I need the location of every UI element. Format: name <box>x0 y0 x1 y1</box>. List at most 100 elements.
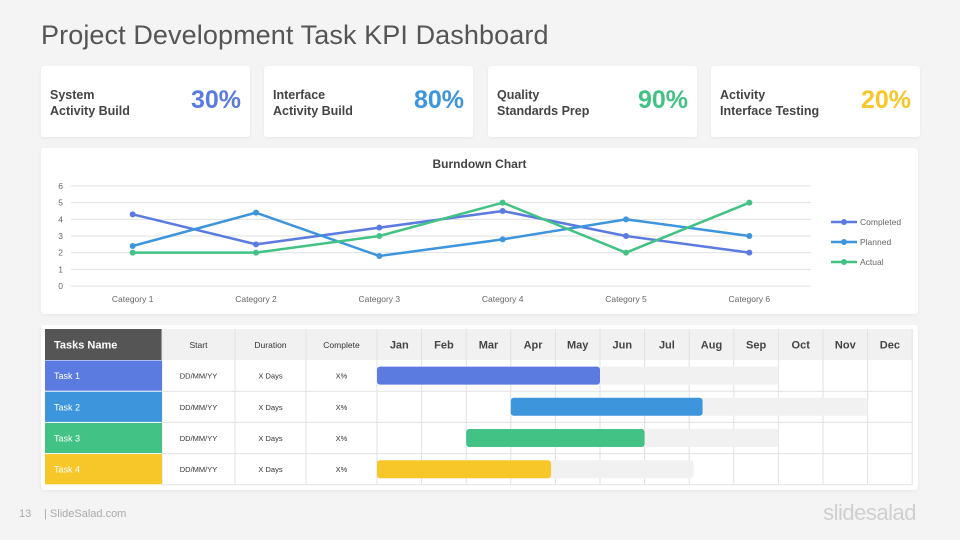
data-point-planned <box>623 216 629 223</box>
y-tick-label: 4 <box>58 214 63 224</box>
month-header: Dec <box>880 340 900 352</box>
task-start: DD/MM/YY <box>180 434 218 443</box>
data-point-planned <box>499 236 506 243</box>
x-tick-label: Category 2 <box>235 294 277 304</box>
kpi-value: 30% <box>190 86 241 114</box>
series-line-actual <box>132 201 750 254</box>
task-name-cell <box>45 360 162 391</box>
task-name-header-cell <box>45 329 162 360</box>
kpi-label-line2: Interface Testing <box>720 104 820 118</box>
task-name: Task 3 <box>54 434 80 444</box>
complete-header: Complete <box>323 340 360 350</box>
task-complete: X% <box>336 434 348 443</box>
kpi-label-line1: Interface <box>273 88 326 102</box>
burndown-chart: 0 1 2 3 4 5 6 Category 1 Category 2 Category 3 Cat… <box>58 181 901 304</box>
kpi-value: 90% <box>637 86 688 114</box>
start-header: Start <box>190 340 209 350</box>
kpi-label-line2: Activity Build <box>273 104 353 118</box>
kpi-label-line2: Activity Build <box>50 104 130 118</box>
task-complete: X% <box>336 372 348 381</box>
y-tick-label: 5 <box>58 198 63 208</box>
kpi-value: 20% <box>860 86 911 114</box>
data-point-planned <box>129 243 136 249</box>
gantt-panel: Tasks Name Start Duration Complete Jan Feb Mar… <box>41 325 918 490</box>
burndown-chart-panel: Burndown Chart 0 1 2 3 4 5 6 Category 1 Category… <box>41 148 918 314</box>
kpi-value: 80% <box>413 86 464 114</box>
month-header: May <box>567 340 589 352</box>
y-tick-label: 0 <box>58 281 63 291</box>
gantt-progress-bar <box>510 397 703 416</box>
y-tick-label: 2 <box>58 248 63 258</box>
duration-header: Duration <box>254 340 286 350</box>
data-point-planned <box>746 233 753 239</box>
data-point-actual <box>746 199 753 206</box>
page-number: 13 <box>19 508 32 520</box>
x-tick-label: Category 4 <box>482 294 524 304</box>
x-tick-label: Category 6 <box>729 294 771 304</box>
month-header: Sep <box>746 340 766 352</box>
brand-logo: slidesalad <box>823 500 916 525</box>
task-start: DD/MM/YY <box>180 403 218 412</box>
month-header: Feb <box>434 340 454 352</box>
data-point-actual <box>499 199 506 206</box>
legend-swatch-marker <box>841 239 847 245</box>
task-name: Task 2 <box>54 402 80 412</box>
data-point-completed <box>746 249 753 256</box>
y-tick-label: 1 <box>58 264 63 274</box>
month-header: Apr <box>524 340 544 352</box>
kpi-label-line2: Standards Prep <box>497 104 590 118</box>
legend-label: Actual <box>860 257 884 267</box>
legend-swatch-marker <box>841 259 847 265</box>
data-point-actual <box>623 249 629 256</box>
gantt-progress-bar <box>377 366 600 385</box>
y-tick-label: 6 <box>58 181 63 191</box>
task-name: Task 1 <box>54 371 80 381</box>
data-point-planned <box>253 209 259 216</box>
task-duration: X Days <box>258 434 282 443</box>
page-title: Project Development Task KPI Dashboard <box>41 20 549 50</box>
data-point-planned <box>376 253 383 259</box>
month-header: Jul <box>659 340 675 352</box>
footer-site-link[interactable]: | SlideSalad.com <box>44 508 127 520</box>
task-complete: X% <box>336 403 348 412</box>
task-duration: X Days <box>258 403 282 412</box>
y-tick-label: 3 <box>58 231 63 241</box>
task-duration: X Days <box>258 372 282 381</box>
kpi-card-system-activity-build: System Activity Build 30% <box>41 66 250 137</box>
header-row-bg <box>162 329 913 360</box>
month-header: Jan <box>390 340 409 352</box>
x-tick-label: Category 1 <box>112 294 154 304</box>
month-header: Jun <box>613 340 633 352</box>
x-tick-label: Category 5 <box>605 294 647 304</box>
data-point-completed <box>499 208 506 214</box>
kpi-label-line1: Quality <box>497 88 540 102</box>
task-name: Task 4 <box>54 465 80 475</box>
gantt-chart: Tasks Name Start Duration Complete Jan Feb Mar… <box>45 329 913 486</box>
task-start: DD/MM/YY <box>180 465 218 474</box>
data-point-completed <box>129 211 136 218</box>
month-header: Nov <box>835 340 857 352</box>
task-start: DD/MM/YY <box>180 372 218 381</box>
data-point-completed <box>253 241 259 248</box>
gantt-progress-bar <box>466 429 645 447</box>
kpi-card-activity-interface-testing: Activity Interface Testing 20% <box>711 66 920 137</box>
data-point-completed <box>623 233 629 239</box>
data-point-actual <box>253 249 259 256</box>
kpi-card-interface-activity-build: Interface Activity Build 80% <box>264 66 473 137</box>
task-name-cell <box>45 391 162 422</box>
kpi-label-line1: Activity <box>720 88 766 102</box>
kpi-card-quality-standards-prep: Quality Standards Prep 90% <box>488 66 697 137</box>
task-name-cell <box>45 454 162 485</box>
gantt-progress-bar <box>377 460 551 479</box>
chart-title: Burndown Chart <box>432 157 527 171</box>
month-header: Oct <box>792 340 811 352</box>
legend-label: Planned <box>860 237 891 247</box>
task-duration: X Days <box>258 465 282 474</box>
kpi-label-line1: System <box>50 88 95 102</box>
task-complete: X% <box>336 465 348 474</box>
data-point-actual <box>376 233 383 239</box>
series-line-planned <box>132 211 750 258</box>
month-header: Mar <box>479 340 499 352</box>
legend-swatch-marker <box>841 219 847 225</box>
tasks-name-header: Tasks Name <box>54 340 117 352</box>
